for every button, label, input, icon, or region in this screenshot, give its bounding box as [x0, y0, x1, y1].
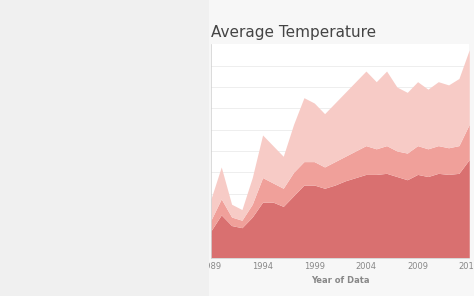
X-axis label: Year of Data: Year of Data — [311, 276, 369, 284]
Y-axis label: Measure
Values: Measure Values — [182, 133, 201, 169]
Text: Average Temperature: Average Temperature — [211, 25, 376, 41]
